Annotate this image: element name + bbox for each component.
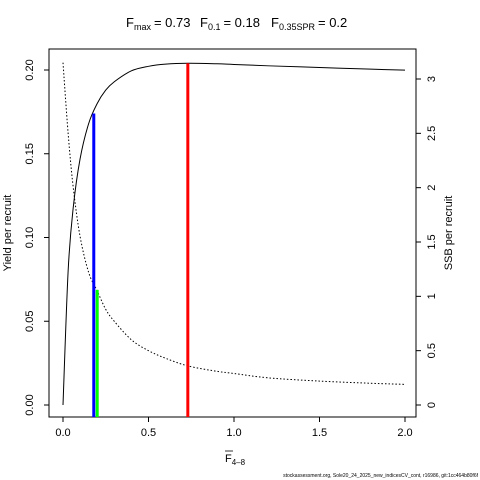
- x-axis: 0.0 0.5 1.0 1.5 2.0: [55, 417, 413, 439]
- y-right-tick-label: 0: [426, 402, 438, 408]
- y-left-tick-label: 0.05: [24, 311, 36, 332]
- fmax-label: F: [126, 15, 134, 30]
- x-axis-title-main: F: [225, 453, 232, 465]
- y-right-tick-label: 1.5: [426, 234, 438, 249]
- x-tick-label: 1.5: [312, 427, 327, 439]
- y-right-tick-label: 0.5: [426, 343, 438, 358]
- f01-value: = 0.18: [223, 15, 260, 30]
- y-right-tick-label: 2.5: [426, 126, 438, 141]
- ssb-per-recruit-line: [62, 62, 406, 385]
- y-left-axis: 0.00 0.05 0.10 0.15 0.20: [24, 59, 49, 416]
- series-group: [62, 62, 406, 406]
- x-tick-label: 0.5: [141, 427, 156, 439]
- y-left-tick-label: 0.15: [24, 143, 36, 164]
- y-right-tick-label: 2: [426, 185, 438, 191]
- fspr-sub: 0.35SPR: [279, 22, 316, 32]
- fspr-value: = 0.2: [318, 15, 347, 30]
- x-tick-label: 2.0: [397, 427, 412, 439]
- chart-title: Fmax = 0.73 F0.1 = 0.18 F0.35SPR = 0.2: [126, 15, 347, 32]
- y-left-tick-label: 0.00: [24, 394, 36, 415]
- footer-text: stockassessment.org, Sole20_24_2025_new_…: [283, 473, 478, 479]
- y-left-axis-title: Yield per recruit: [2, 195, 14, 272]
- y-right-axis: 0 0.5 1 1.5 2 2.5 3: [416, 76, 438, 408]
- y-left-tick-label: 0.20: [24, 59, 36, 80]
- fmax-value: = 0.73: [154, 15, 191, 30]
- y-right-tick-label: 3: [426, 76, 438, 82]
- yield-per-recruit-line: [62, 62, 406, 406]
- x-tick-label: 1.0: [226, 427, 241, 439]
- x-tick-label: 0.0: [55, 427, 70, 439]
- y-right-tick-label: 1: [426, 293, 438, 299]
- f01-label: F: [200, 15, 208, 30]
- y-right-axis-title: SSB per recruit: [443, 196, 455, 271]
- x-axis-title-sub: 4–8: [232, 458, 246, 467]
- y-left-tick-label: 0.10: [24, 227, 36, 248]
- f01-sub: 0.1: [208, 22, 221, 32]
- plot-frame: [48, 48, 417, 418]
- fmax-sub: max: [134, 22, 152, 32]
- reference-lines: [92, 63, 190, 417]
- x-axis-title: F4–8: [225, 453, 246, 467]
- fspr-label: F: [271, 15, 279, 30]
